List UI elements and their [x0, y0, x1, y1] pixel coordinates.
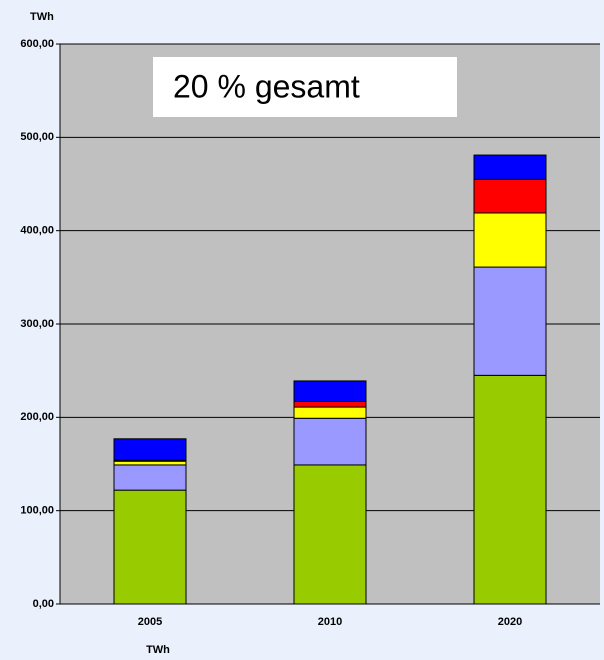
- y-tick-label: 500,00: [20, 131, 54, 143]
- bar-segment: [473, 212, 547, 268]
- y-tick-label: 300,00: [20, 318, 54, 330]
- y-tick-label: 0,00: [33, 598, 54, 610]
- y-tick-label: 200,00: [20, 411, 54, 423]
- x-tick-label: 2005: [138, 616, 162, 628]
- x-tick-label: 2010: [318, 616, 342, 628]
- bar-segment: [293, 464, 367, 605]
- bar-segment: [293, 406, 367, 419]
- bar-segment: [473, 266, 547, 376]
- x-tick-label: 2020: [498, 616, 522, 628]
- y-axis-label: TWh: [30, 11, 54, 23]
- annotation-box: [153, 57, 457, 117]
- bar-segment: [473, 178, 547, 214]
- bar-segment: [113, 489, 187, 605]
- y-tick-label: 600,00: [20, 38, 54, 50]
- x-axis-label: TWh: [146, 644, 170, 656]
- y-tick-label: 100,00: [20, 505, 54, 517]
- bar-segment: [293, 400, 367, 408]
- bar-segment: [113, 438, 187, 461]
- bar-segment: [473, 154, 547, 180]
- bar-segment: [293, 417, 367, 466]
- y-tick-label: 400,00: [20, 225, 54, 237]
- bar-segment: [293, 380, 367, 402]
- annotation: 20 % gesamt: [173, 68, 360, 104]
- bar-segment: [113, 464, 187, 491]
- bar-segment: [113, 460, 187, 466]
- bar-segment: [473, 374, 547, 605]
